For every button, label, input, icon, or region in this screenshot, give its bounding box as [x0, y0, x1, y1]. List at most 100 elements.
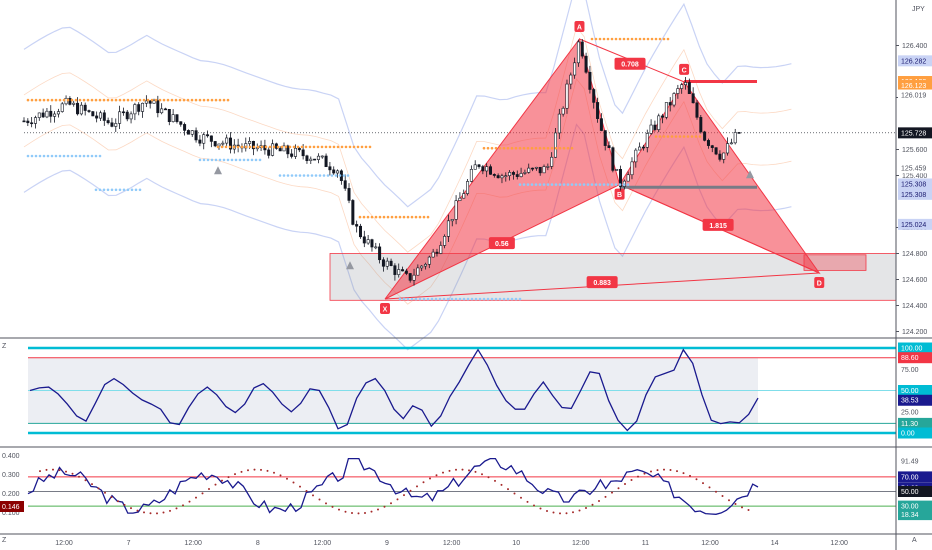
- ratio-badge: [586, 276, 618, 289]
- osc1-label: 50.00: [901, 388, 919, 395]
- stop-dot: [228, 145, 232, 149]
- stop-dot: [166, 98, 170, 102]
- stop-dot: [198, 158, 202, 162]
- osc2-dot: [396, 498, 399, 501]
- candle-body: [141, 102, 145, 112]
- harmonic-pattern[interactable]: X A B C D 0.708 0.56 1.815 0.883: [380, 21, 825, 314]
- a-label: A: [912, 537, 917, 544]
- candle-body: [102, 112, 106, 121]
- osc1-label-bg: [898, 342, 932, 354]
- stop-dot: [422, 297, 426, 301]
- price-label-bg: [898, 188, 932, 200]
- stop-dot: [246, 158, 250, 162]
- candle-body: [469, 169, 473, 182]
- osc2-dot: [156, 512, 158, 515]
- stop-dot: [66, 154, 70, 158]
- stop-dot: [286, 174, 290, 177]
- stop-dot: [308, 145, 312, 149]
- candle-body: [718, 153, 722, 160]
- osc2-dot: [65, 470, 67, 473]
- candle-body: [538, 166, 542, 174]
- candle-body: [248, 140, 252, 144]
- osc2-dot: [234, 473, 236, 476]
- ratio-badge: [488, 237, 515, 250]
- x-tick-label: 12:00: [314, 540, 332, 547]
- price-tick-label: 125.600: [902, 147, 927, 154]
- stop-dot: [698, 135, 702, 138]
- candle-body: [152, 100, 156, 104]
- candle-body: [638, 146, 642, 151]
- stop-dot: [682, 135, 686, 138]
- stop-dot: [662, 135, 666, 138]
- candle-body: [121, 111, 125, 114]
- candle-body: [439, 245, 443, 254]
- candle-body: [573, 62, 577, 76]
- stop-dot: [190, 98, 194, 102]
- stop-dot: [678, 135, 682, 138]
- stop-dot: [526, 183, 530, 186]
- osc1-label-bg: [898, 385, 932, 396]
- osc2-dot: [318, 498, 321, 501]
- osc2-dot: [663, 468, 665, 471]
- candle-body: [163, 108, 167, 111]
- candle-body: [167, 108, 171, 122]
- stop-dot: [278, 174, 282, 177]
- osc2-dot: [292, 481, 295, 484]
- stop-dot: [210, 98, 214, 102]
- candle-body: [554, 132, 558, 158]
- stop-dot: [50, 154, 54, 158]
- osc2-dot: [390, 502, 392, 505]
- stop-dot: [442, 297, 446, 301]
- stop-dot: [670, 135, 674, 138]
- stop-dot: [90, 98, 94, 102]
- candle-body: [114, 123, 118, 127]
- stop-dot: [322, 174, 326, 177]
- osc2-dot: [149, 512, 152, 515]
- osc2-dot: [695, 478, 698, 481]
- candle-body: [389, 260, 393, 266]
- stop-dot: [316, 145, 320, 149]
- stop-dot: [586, 183, 590, 186]
- price-label: 125.308: [901, 192, 926, 199]
- osc1-label-bg: [898, 394, 932, 406]
- stop-dot: [102, 188, 106, 192]
- osc2-label-bg: [898, 455, 932, 467]
- stop-dot: [58, 154, 62, 158]
- stop-dot: [490, 146, 494, 150]
- stop-dot: [546, 183, 550, 186]
- candle-body: [362, 236, 366, 244]
- candle-body: [271, 143, 275, 156]
- osc2-dot: [520, 496, 522, 499]
- candle-body: [580, 41, 584, 57]
- candle-body: [183, 124, 187, 131]
- stop-dot: [202, 98, 206, 102]
- stop-dot: [590, 183, 594, 186]
- stop-dot: [342, 174, 346, 177]
- x-tick-label: 11: [642, 540, 649, 547]
- stop-dot: [510, 297, 514, 301]
- candle-body: [305, 155, 309, 161]
- osc1-label: 100.00: [901, 346, 923, 353]
- stop-dot: [34, 98, 38, 102]
- candle-body: [282, 145, 286, 152]
- candle-body: [427, 256, 431, 265]
- stop-dot: [494, 297, 498, 301]
- candle-body: [213, 141, 217, 147]
- stop-dot: [694, 135, 698, 138]
- stop-dot: [590, 37, 594, 41]
- candle-body: [481, 166, 485, 172]
- candle-body: [703, 131, 707, 141]
- candle-body: [454, 200, 458, 220]
- osc2-dot: [97, 487, 100, 490]
- stop-dot: [606, 37, 610, 41]
- stop-dot: [254, 158, 258, 162]
- osc2-label: 30.00: [901, 504, 919, 511]
- stop-dot: [150, 98, 154, 102]
- candle-body: [695, 102, 699, 118]
- stop-dot: [62, 154, 66, 158]
- stop-dot: [210, 158, 214, 162]
- osc2-dot: [552, 511, 555, 514]
- candle-body: [607, 145, 611, 148]
- osc2-dot: [429, 477, 431, 480]
